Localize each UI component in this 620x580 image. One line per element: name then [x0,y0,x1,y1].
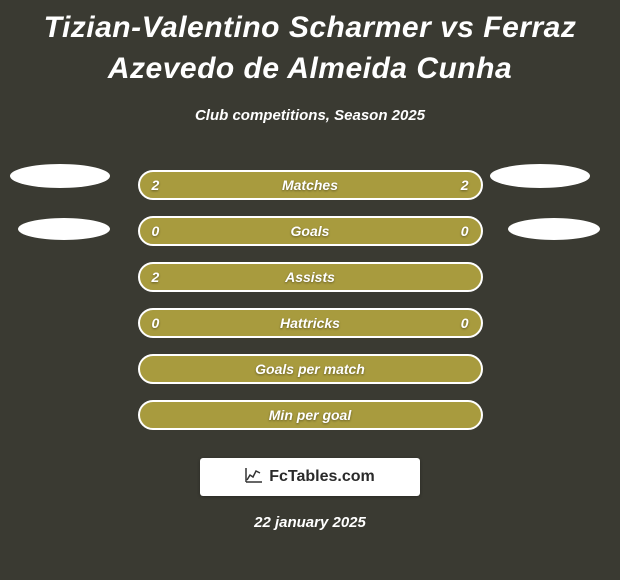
stat-bar: 0 Hattricks 0 [138,308,483,338]
stat-row-min-per-goal: Min per goal [0,392,620,438]
stat-bar: Min per goal [138,400,483,430]
stat-bar: 2 Matches 2 [138,170,483,200]
stat-row-assists: 2 Assists [0,254,620,300]
stat-value-left: 2 [152,177,160,193]
stat-value-left: 0 [152,315,160,331]
stat-row-goals: 0 Goals 0 [0,208,620,254]
stat-label: Assists [285,269,335,285]
stat-value-left: 0 [152,223,160,239]
stat-value-left: 2 [152,269,160,285]
stat-label: Goals per match [255,361,365,377]
stat-row-matches: 2 Matches 2 [0,162,620,208]
chart-icon [245,467,263,488]
stat-value-right: 2 [461,177,469,193]
date-text: 22 january 2025 [0,514,620,531]
stat-label: Goals [291,223,330,239]
stat-value-right: 0 [461,223,469,239]
stat-bar: Goals per match [138,354,483,384]
badge-text: FcTables.com [269,468,375,486]
stat-row-hattricks: 0 Hattricks 0 [0,300,620,346]
stat-bar: 0 Goals 0 [138,216,483,246]
stat-value-right: 0 [461,315,469,331]
stat-label: Matches [282,177,338,193]
stat-label: Min per goal [269,407,351,423]
stat-bar: 2 Assists [138,262,483,292]
source-badge[interactable]: FcTables.com [200,458,420,496]
stat-row-goals-per-match: Goals per match [0,346,620,392]
stat-label: Hattricks [280,315,340,331]
stats-container: 2 Matches 2 0 Goals 0 2 Assists 0 Hattri… [0,162,620,438]
subtitle: Club competitions, Season 2025 [0,107,620,124]
page-title: Tizian-Valentino Scharmer vs Ferraz Azev… [0,0,620,89]
